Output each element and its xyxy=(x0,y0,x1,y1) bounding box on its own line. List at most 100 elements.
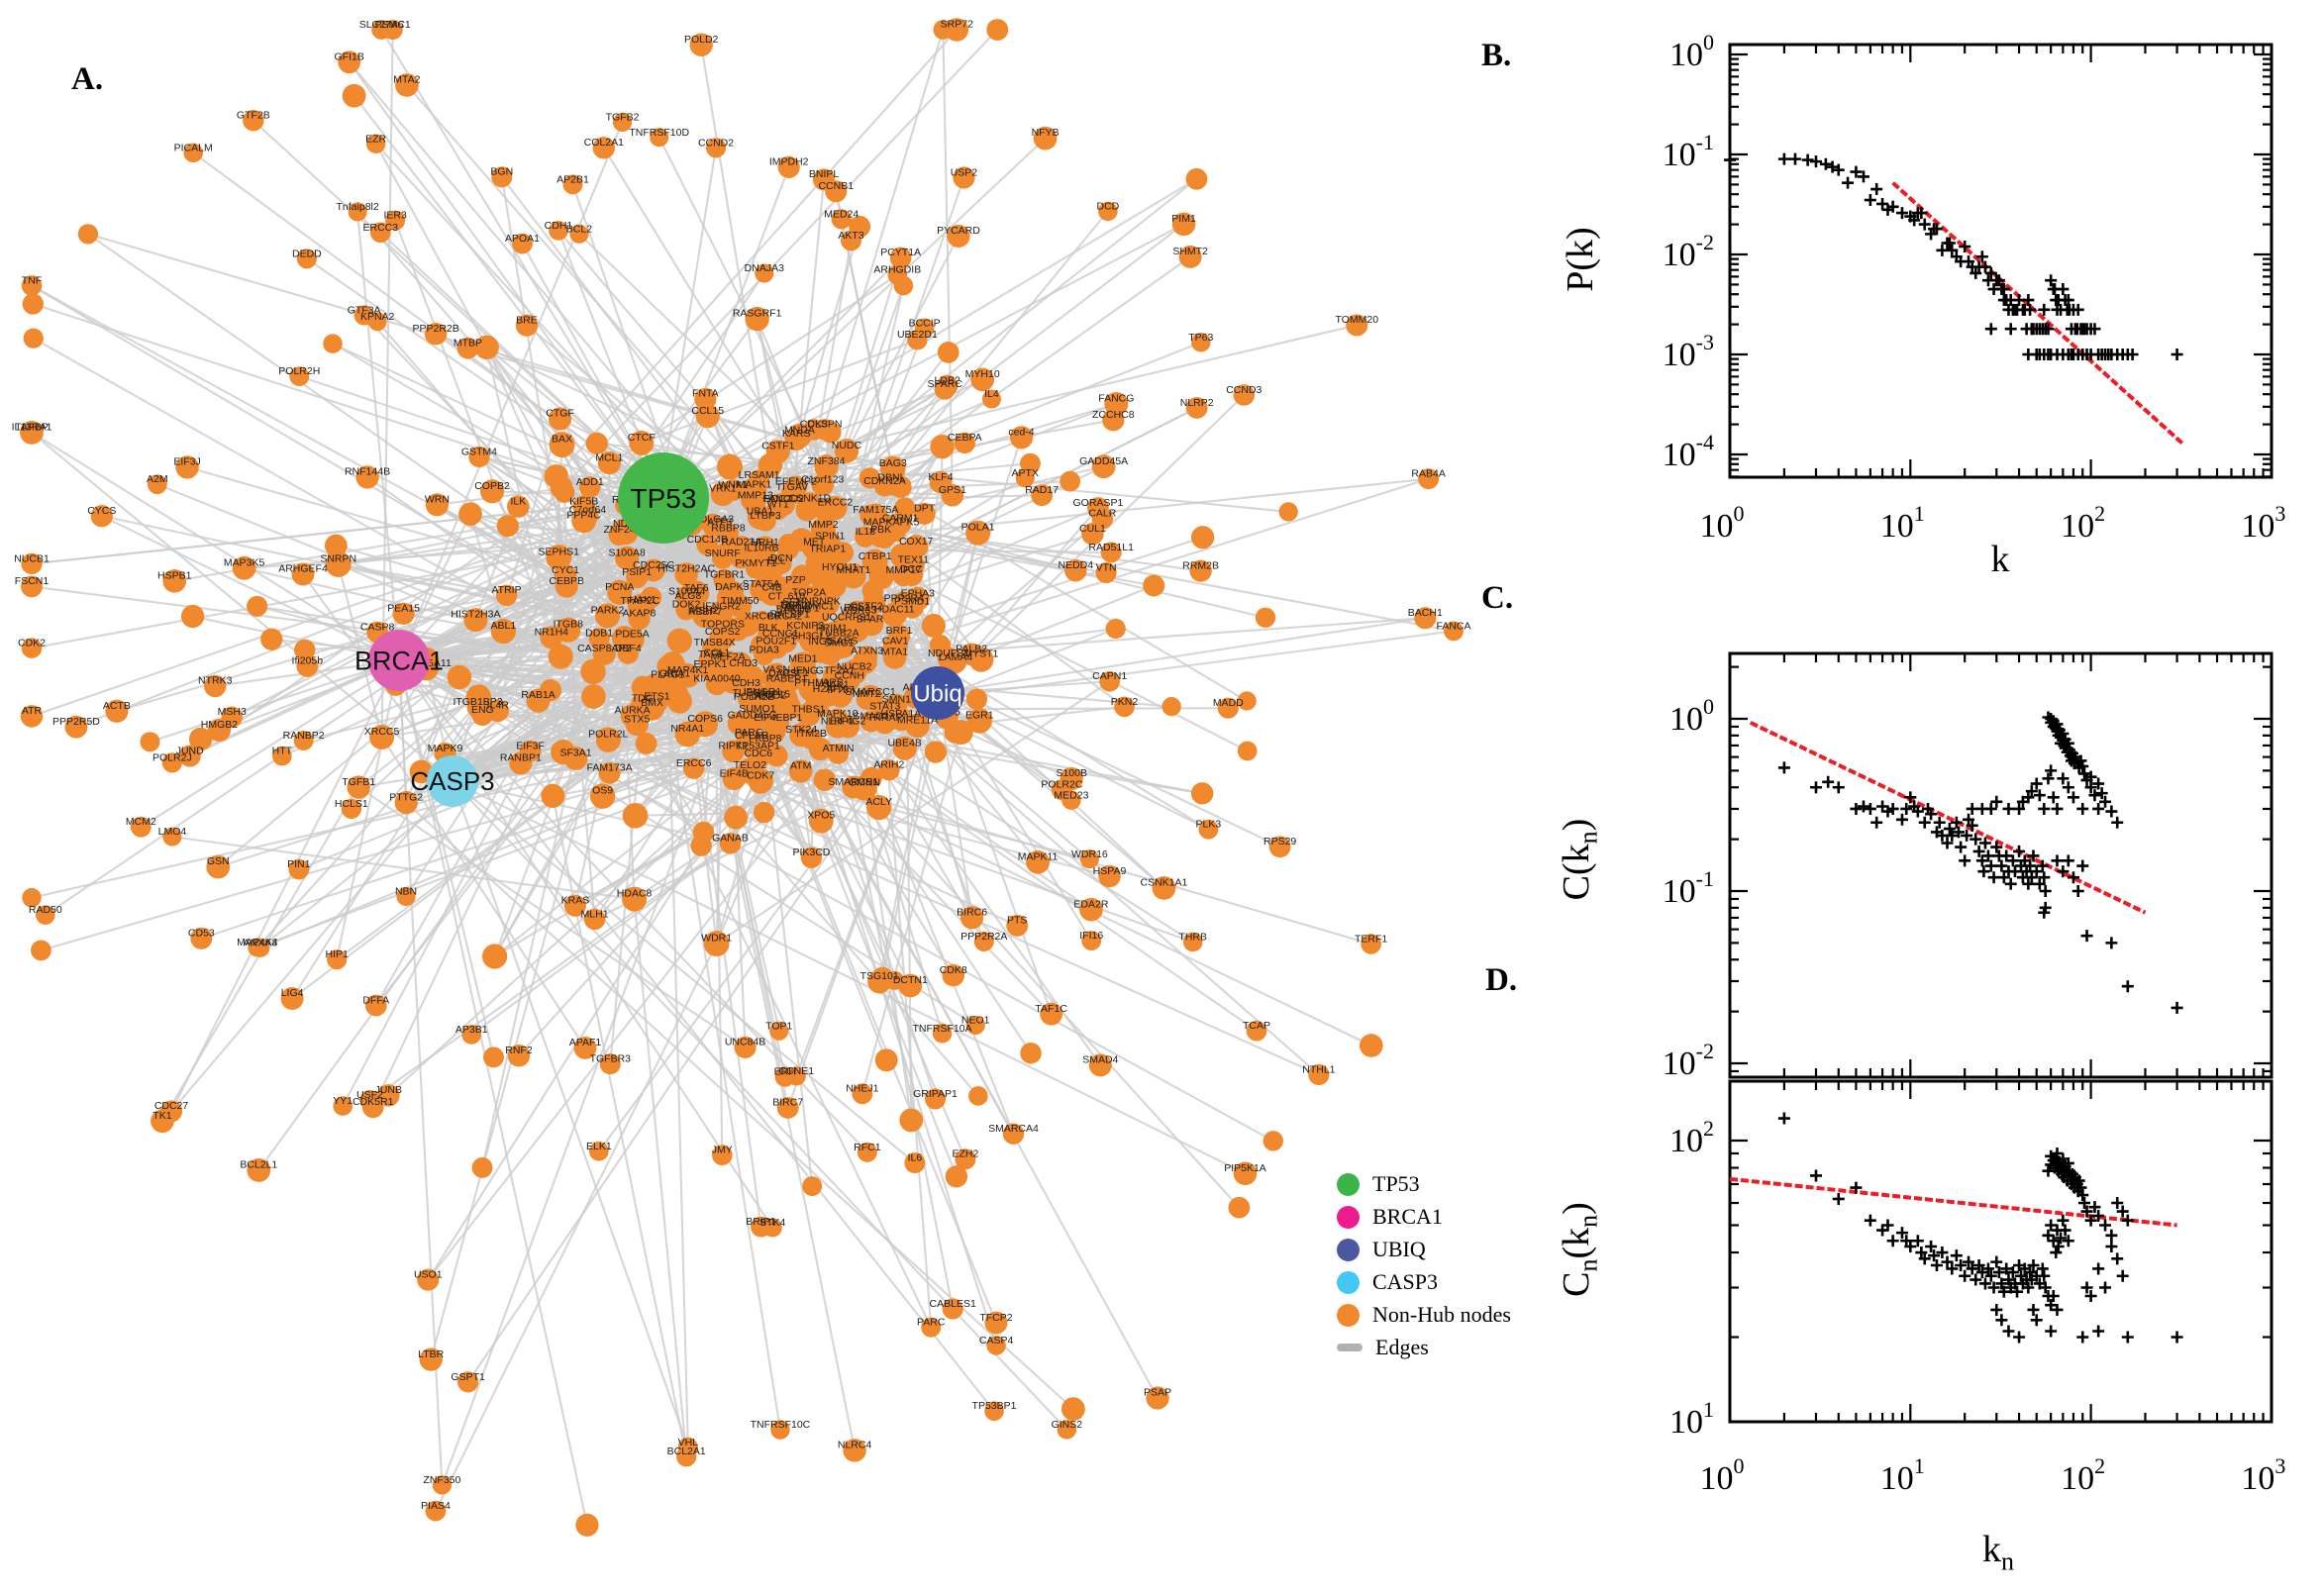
node-label: PZP xyxy=(785,574,805,586)
network-edge xyxy=(394,220,553,639)
data-point xyxy=(2051,802,2064,815)
network-node xyxy=(1346,314,1368,337)
node-label: PSIP1 xyxy=(622,566,652,578)
network-node xyxy=(457,1371,479,1393)
network-node xyxy=(597,451,621,475)
node-label: CSNK1A1 xyxy=(1141,877,1188,889)
data-point xyxy=(2171,349,2183,360)
node-label: SRP72 xyxy=(941,19,973,31)
data-point xyxy=(1801,153,1814,166)
network-node xyxy=(248,938,267,957)
data-point xyxy=(1955,841,1968,853)
node-label: USP15 xyxy=(758,689,790,701)
network-node xyxy=(629,430,655,455)
network-node xyxy=(622,802,649,829)
network-node xyxy=(288,858,310,880)
network-node xyxy=(953,166,975,189)
network-node xyxy=(1100,542,1122,563)
node-label: APOA1 xyxy=(505,233,540,245)
network-node xyxy=(1246,1020,1267,1042)
node-label: KLF4 xyxy=(928,471,953,483)
network-node xyxy=(650,128,669,148)
network-node xyxy=(395,73,419,97)
data-point xyxy=(2008,865,2021,878)
node-label: ACTB xyxy=(103,700,131,712)
network-node xyxy=(425,493,450,517)
network-node xyxy=(1217,697,1239,719)
network-node xyxy=(206,854,231,879)
network-node xyxy=(382,19,403,41)
network-node xyxy=(753,801,775,824)
network-node xyxy=(955,1148,976,1170)
network-node xyxy=(625,713,649,737)
data-point xyxy=(2078,1197,2090,1210)
network-node xyxy=(755,510,776,532)
network-node xyxy=(701,513,724,537)
node-label: GINS2 xyxy=(1052,1419,1083,1431)
network-node xyxy=(965,1015,985,1036)
node-label: MMP2 xyxy=(808,519,838,531)
network-edge xyxy=(192,151,664,499)
node-label: HSPB1 xyxy=(157,570,192,582)
network-node xyxy=(690,835,712,856)
network-node xyxy=(161,752,183,773)
data-point xyxy=(1832,781,1845,794)
network-node xyxy=(247,595,268,617)
node-label: TRIAP1 xyxy=(809,544,846,555)
node-label: BNIPL xyxy=(809,168,840,180)
data-point xyxy=(1870,183,1883,196)
network-node xyxy=(981,389,1001,409)
network-node xyxy=(369,725,395,749)
network-edge xyxy=(700,45,772,466)
legend-item-nonhub: Non-Hub nodes xyxy=(1337,1302,1511,1327)
network-node xyxy=(583,908,606,931)
plot-d-x-axis-sub: n xyxy=(2001,1546,2014,1576)
network-edge xyxy=(380,29,664,499)
network-node xyxy=(615,546,640,570)
node-label: MAPK9 xyxy=(428,743,463,754)
network-edge xyxy=(398,659,995,1412)
network-node xyxy=(682,757,705,779)
node-label: MTA1 xyxy=(881,647,908,658)
network-node xyxy=(1255,607,1276,628)
network-node xyxy=(21,575,43,598)
node-label: CFLAR xyxy=(735,730,769,742)
network-node xyxy=(461,1025,481,1045)
network-node xyxy=(1002,1123,1025,1145)
node-label: RPS29 xyxy=(1263,836,1296,848)
node-label: LTBP3 xyxy=(750,510,780,522)
network-edge xyxy=(633,898,688,1457)
node-label: BACH1 xyxy=(1408,607,1443,619)
network-node xyxy=(722,767,746,791)
plot-c: 100 10-1 10-2 xyxy=(1663,651,2273,1082)
network-node xyxy=(852,1083,873,1105)
node-label: MED24 xyxy=(824,208,858,220)
node-label: CDH3 xyxy=(732,677,760,689)
network-node xyxy=(364,994,387,1017)
node-label: HMGB2 xyxy=(201,719,239,731)
network-edge xyxy=(936,692,973,919)
network-node xyxy=(1278,502,1298,522)
network-node xyxy=(934,378,956,400)
network-node xyxy=(874,1048,898,1072)
node-label: CDK7 xyxy=(747,769,774,781)
node-label: EPPK1 xyxy=(693,658,727,670)
data-point xyxy=(2092,1262,2105,1275)
node-label: NEO1 xyxy=(961,1015,990,1027)
network-node xyxy=(468,446,490,468)
node-label: MTA2 xyxy=(393,74,420,86)
node-label: TOMM20 xyxy=(1335,314,1378,326)
node-label: TOPORS xyxy=(701,618,745,630)
network-node xyxy=(592,137,616,159)
node-label: USO1 xyxy=(414,1268,443,1280)
legend-item-ubiq: UBIQ xyxy=(1337,1237,1511,1261)
network-node xyxy=(130,816,152,838)
network-node xyxy=(483,1047,504,1068)
network-node xyxy=(595,727,621,752)
node-label: NR4A1 xyxy=(670,723,704,735)
network-node xyxy=(77,224,99,245)
network-node xyxy=(689,33,713,56)
network-edge xyxy=(786,692,939,1109)
legend-item-edges: Edges xyxy=(1337,1335,1511,1359)
node-label: SPARC xyxy=(928,378,963,390)
